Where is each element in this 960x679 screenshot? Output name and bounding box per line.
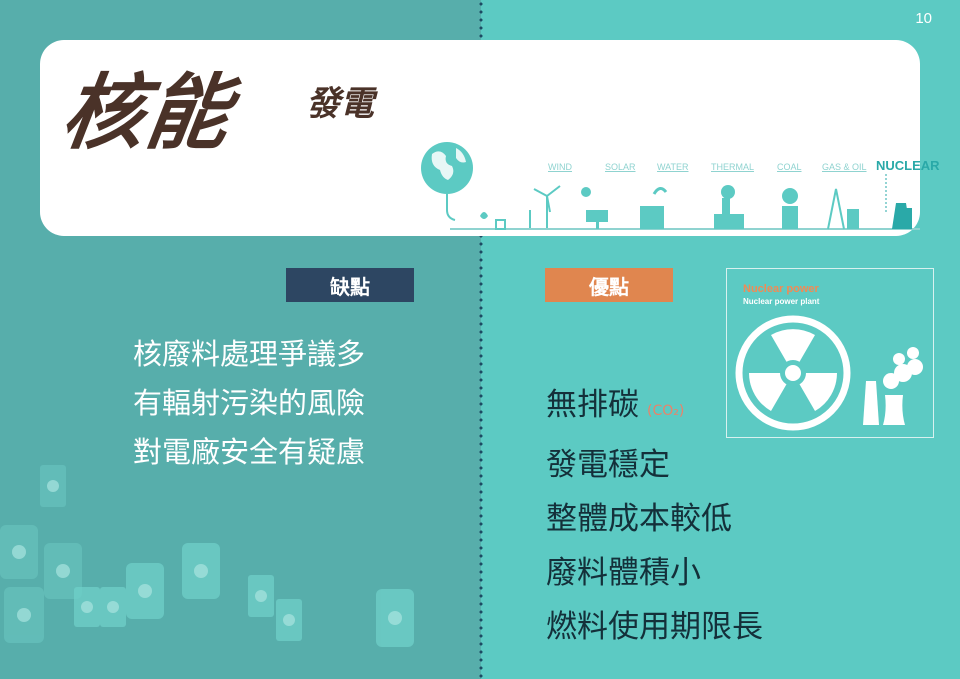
barrel-icon bbox=[74, 543, 414, 647]
thermal-plant-icon bbox=[714, 185, 744, 229]
cons-item: 有輻射污染的風險 bbox=[133, 386, 366, 420]
nuclear-card-title: Nuclear power bbox=[743, 283, 819, 295]
energy-label-nuclear: NUCLEAR bbox=[876, 158, 940, 173]
energy-illustration bbox=[421, 142, 920, 230]
pros-list: 無排碳 (CO₂) 發電穩定 整體成本較低 廢料體積小 燃料使用期限長 bbox=[546, 378, 866, 654]
pros-item: 燃料使用期限長 bbox=[546, 609, 763, 645]
cooling-tower-icon bbox=[863, 347, 923, 425]
oil-rig-icon bbox=[827, 188, 859, 230]
radiation-mark-icon bbox=[12, 480, 402, 626]
pros-item: 廢料體積小 bbox=[546, 555, 701, 591]
energy-label-coal: COAL bbox=[777, 162, 802, 172]
energy-label-water: WATER bbox=[657, 162, 689, 172]
cons-list: 核廢料處理爭議多 有輻射污染的風險 對電廠安全有疑慮 bbox=[133, 330, 433, 477]
energy-type-strip: WIND SOLAR WATER THERMAL COAL GAS & OIL … bbox=[410, 134, 940, 234]
cons-item: 對電廠安全有疑慮 bbox=[133, 435, 366, 469]
plug-icon bbox=[480, 212, 506, 230]
coal-plant-icon bbox=[782, 188, 798, 229]
page-title: 核能 bbox=[56, 66, 238, 161]
energy-label-wind: WIND bbox=[548, 162, 572, 172]
cons-heading: 缺點 bbox=[286, 268, 414, 302]
radiation-symbol-icon bbox=[735, 315, 923, 431]
cons-item: 核廢料處理爭議多 bbox=[133, 337, 366, 371]
pros-item: 整體成本較低 bbox=[546, 501, 732, 537]
nuclear-plant-icon bbox=[885, 174, 912, 229]
globe-icon bbox=[421, 142, 473, 221]
dotted-divider bbox=[479, 0, 483, 679]
pros-item: 無排碳 (CO₂) bbox=[546, 378, 866, 438]
pros-item: 發電穩定 bbox=[546, 447, 670, 483]
page-subtitle: 發電 bbox=[306, 84, 374, 124]
solar-panel-icon bbox=[581, 187, 608, 229]
nuclear-info-card: Nuclear power Nuclear power plant bbox=[726, 268, 934, 438]
wind-turbine-icon bbox=[529, 185, 561, 228]
energy-label-thermal: THERMAL bbox=[711, 162, 755, 172]
title-card: 核能 發電 bbox=[40, 40, 940, 236]
water-plant-icon bbox=[640, 187, 668, 229]
waste-barrels-illustration bbox=[0, 465, 414, 647]
pros-item-text: 無排碳 bbox=[546, 387, 639, 423]
co2-note: (CO₂) bbox=[647, 403, 685, 419]
nuclear-card-subtitle: Nuclear power plant bbox=[743, 297, 820, 306]
energy-label-solar: SOLAR bbox=[605, 162, 636, 172]
pros-heading: 優點 bbox=[545, 268, 673, 302]
page-number: 10 bbox=[915, 10, 932, 27]
energy-label-gas-oil: GAS & OIL bbox=[822, 162, 867, 172]
